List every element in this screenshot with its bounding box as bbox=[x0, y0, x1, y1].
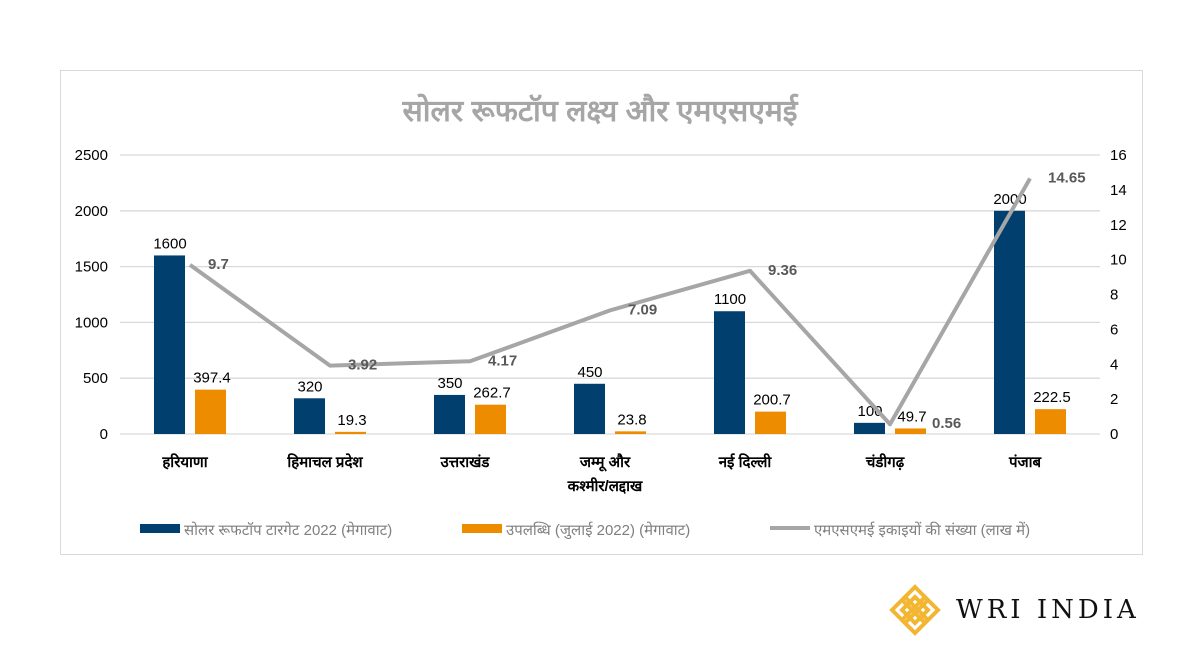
category-label: हिमाचल प्रदेश bbox=[286, 453, 363, 471]
data-label-achievement: 23.8 bbox=[617, 411, 646, 428]
legend-label-target: सोलर रूफटॉप टारगेट 2022 (मेगावाट) bbox=[184, 521, 392, 539]
y-right-tick-label: 6 bbox=[1110, 321, 1118, 338]
y-right-tick-label: 10 bbox=[1110, 252, 1127, 269]
y-right-tick-label: 0 bbox=[1110, 426, 1118, 443]
data-label-achievement: 222.5 bbox=[1033, 389, 1071, 406]
bar-achievement bbox=[195, 389, 226, 434]
bar-target bbox=[854, 422, 885, 434]
bar-target bbox=[434, 394, 465, 434]
legend-swatch-achievement bbox=[462, 524, 502, 533]
data-label-achievement: 397.4 bbox=[193, 370, 231, 387]
y-left-tick-label: 2500 bbox=[75, 147, 108, 164]
logo-text: WRI INDIA bbox=[956, 595, 1140, 625]
legend-swatch-target bbox=[140, 524, 180, 533]
bar-target bbox=[714, 311, 745, 434]
bar-target bbox=[294, 398, 325, 434]
y-left-tick-label: 2000 bbox=[75, 203, 108, 220]
legend-label-achievement: उपलब्धि (जुलाई 2022) (मेगावाट) bbox=[506, 521, 690, 540]
bar-achievement bbox=[1035, 409, 1066, 434]
wri-india-logo: WRI INDIA bbox=[888, 583, 1140, 637]
data-label-achievement: 262.7 bbox=[473, 385, 511, 402]
data-label-target: 350 bbox=[437, 375, 462, 392]
bar-achievement bbox=[615, 431, 646, 434]
bar-achievement bbox=[335, 431, 366, 434]
bar-target bbox=[154, 255, 185, 434]
data-label-msme: 14.65 bbox=[1048, 170, 1086, 187]
y-right-tick-label: 14 bbox=[1110, 182, 1127, 199]
y-right-tick-label: 12 bbox=[1110, 217, 1127, 234]
data-label-achievement: 49.7 bbox=[897, 408, 926, 425]
chart-frame bbox=[60, 70, 1143, 555]
y-right-tick-label: 8 bbox=[1110, 287, 1118, 304]
data-label-achievement: 200.7 bbox=[753, 392, 791, 409]
data-label-target: 450 bbox=[577, 364, 602, 381]
chart-title: सोलर रूफटॉप लक्ष्य और एमएसएमई bbox=[401, 93, 798, 128]
data-label-msme: 9.36 bbox=[768, 262, 797, 279]
data-label-achievement: 19.3 bbox=[337, 412, 366, 429]
bar-achievement bbox=[475, 404, 506, 434]
y-right-tick-label: 2 bbox=[1110, 391, 1118, 408]
data-label-target: 1100 bbox=[714, 291, 746, 308]
data-label-msme: 0.56 bbox=[932, 415, 961, 432]
y-right-tick-label: 4 bbox=[1110, 356, 1118, 373]
legend-label-msme: एमएसएमई इकाइयों की संख्या (लाख में) bbox=[814, 521, 1030, 539]
bar-achievement bbox=[895, 428, 926, 434]
bar-target bbox=[994, 210, 1025, 434]
bar-target bbox=[574, 383, 605, 434]
category-label: कश्मीर/लद्दाख bbox=[567, 477, 643, 495]
y-left-tick-label: 1500 bbox=[75, 259, 108, 276]
y-right-tick-label: 16 bbox=[1110, 147, 1127, 164]
data-label-target: 320 bbox=[297, 378, 322, 395]
category-label: हरियाणा bbox=[161, 453, 208, 471]
data-label-msme: 7.09 bbox=[628, 301, 657, 318]
data-label-msme: 9.7 bbox=[208, 256, 229, 273]
data-label-msme: 3.92 bbox=[348, 357, 377, 374]
category-label: उत्तराखंड bbox=[440, 454, 491, 471]
wri-knot-icon bbox=[889, 584, 941, 636]
bar-achievement bbox=[755, 411, 786, 434]
y-left-tick-label: 0 bbox=[100, 426, 108, 443]
data-label-msme: 4.17 bbox=[488, 352, 517, 369]
category-label: जम्मू और bbox=[579, 453, 631, 472]
category-label: पंजाब bbox=[1008, 454, 1043, 471]
line-msme bbox=[188, 177, 1032, 427]
y-left-tick-label: 1000 bbox=[75, 314, 108, 331]
category-label: चंडीगढ़ bbox=[865, 453, 905, 471]
y-left-tick-label: 500 bbox=[83, 370, 108, 387]
data-label-target: 1600 bbox=[153, 235, 186, 252]
category-label: नई दिल्ली bbox=[718, 453, 773, 471]
